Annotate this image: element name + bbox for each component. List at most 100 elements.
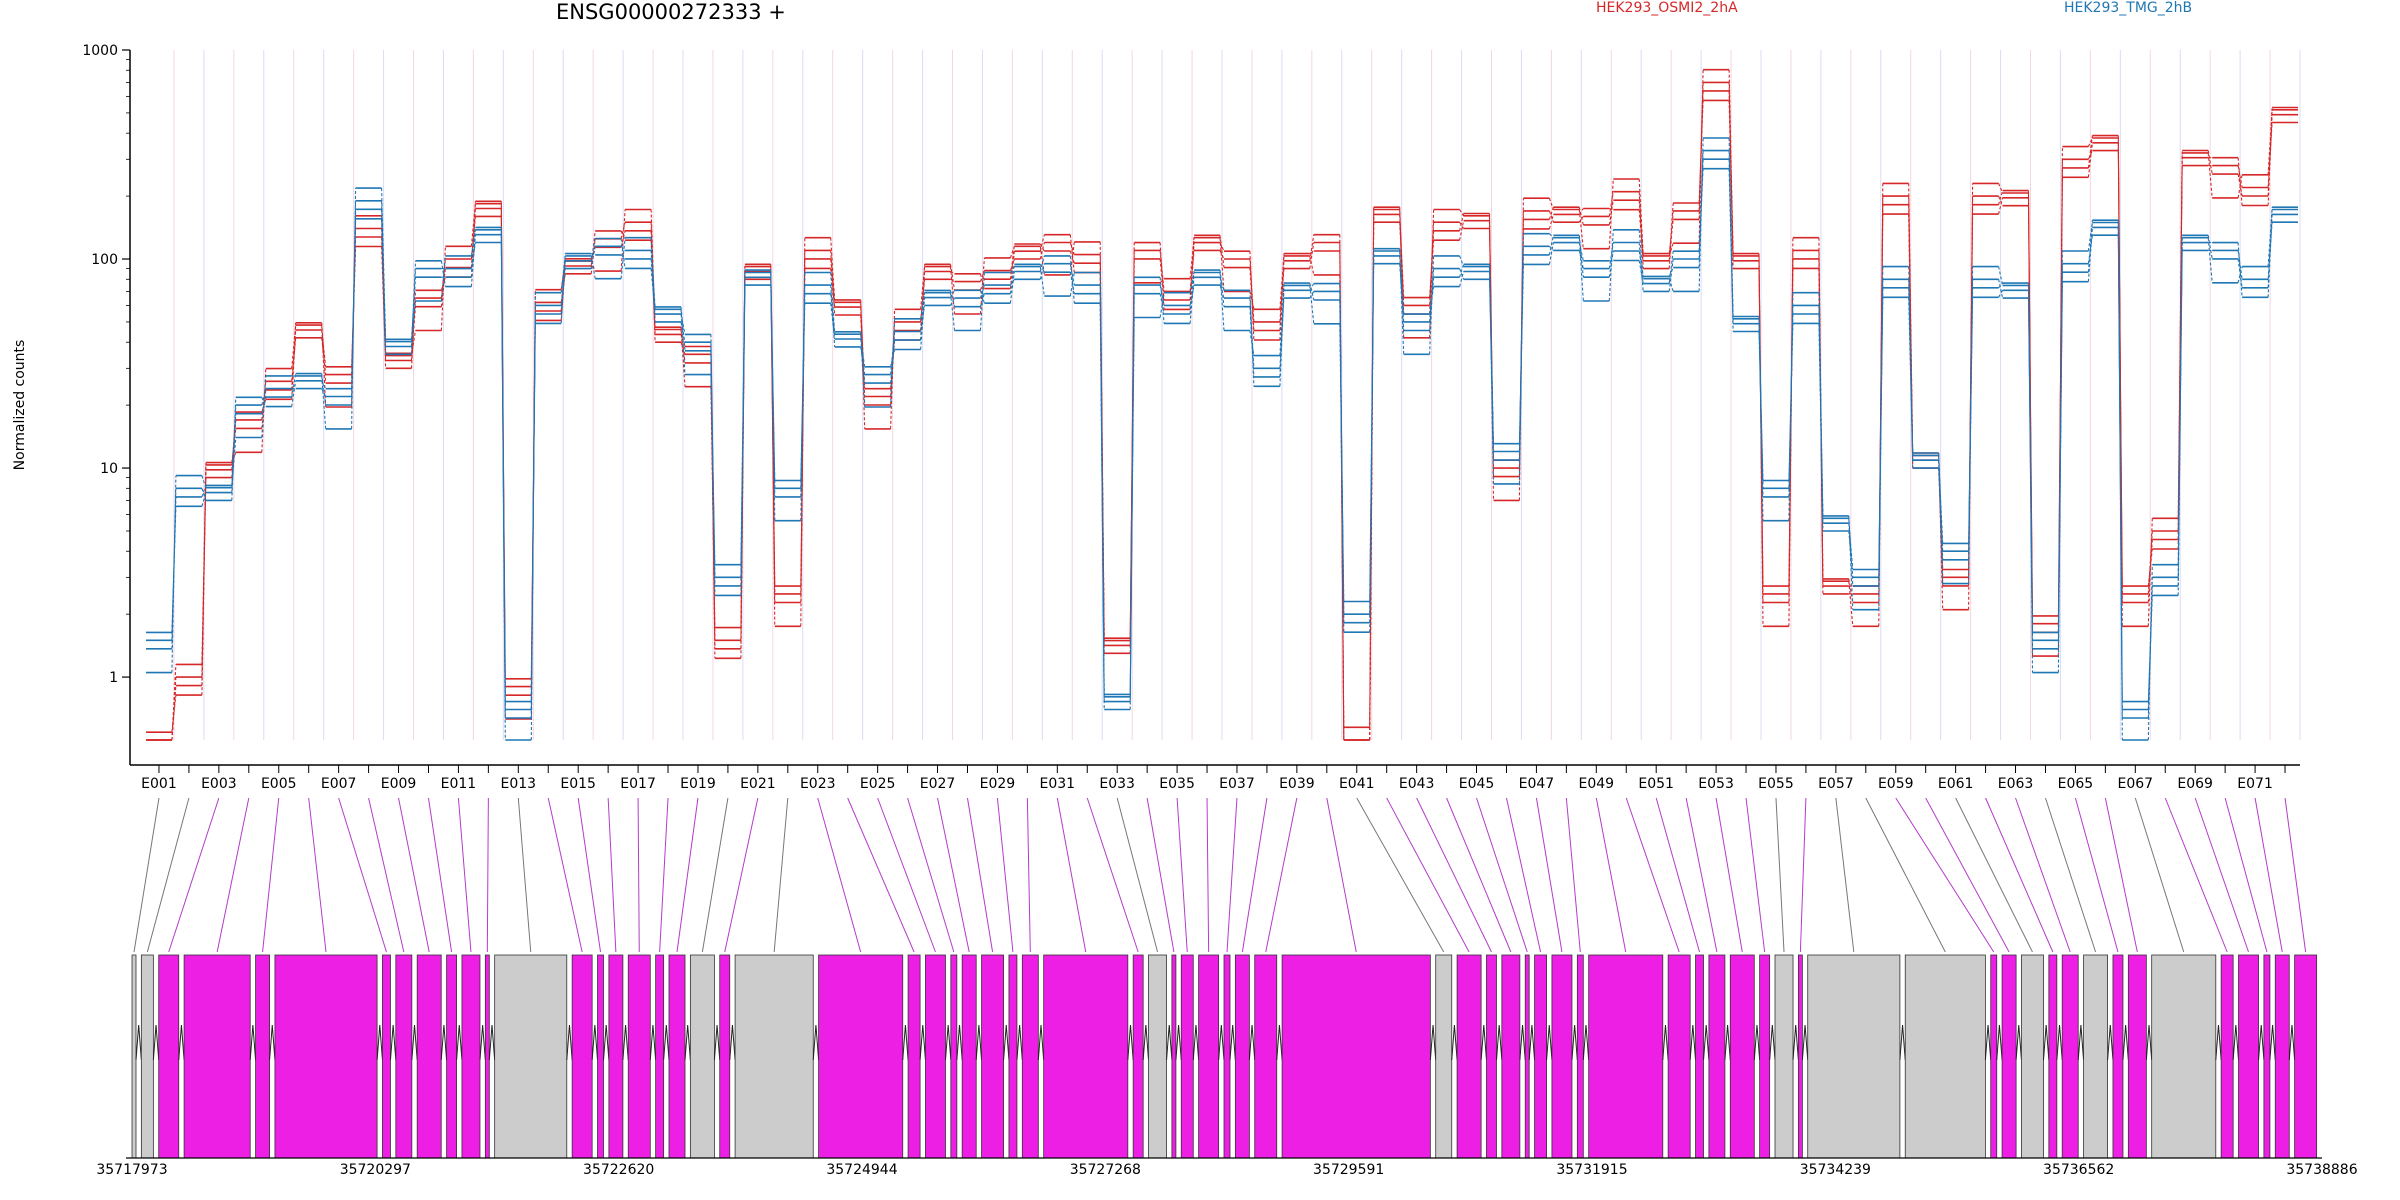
exon-connector (2044, 797, 2097, 953)
intron-line (376, 1024, 383, 1061)
exon-block (2151, 954, 2217, 1159)
intron-line (1480, 1024, 1487, 1061)
exon-connector (2134, 797, 2185, 953)
exon-block (1148, 954, 1167, 1159)
intron-line (2288, 1024, 2296, 1061)
exon-block (395, 954, 413, 1159)
exon-connector (1535, 797, 1563, 953)
genome-tick-label: 35736562 (2043, 1162, 2114, 1178)
intron-line (249, 1024, 257, 1061)
exon-connector (1206, 797, 1210, 953)
intron-line (1229, 1024, 1236, 1061)
exon-connector (1565, 797, 1581, 953)
intron-line (1792, 1024, 1799, 1061)
intron-line (1546, 1024, 1553, 1061)
exon-block (668, 954, 686, 1159)
axes (129, 50, 2300, 766)
gene-model (126, 954, 2322, 1159)
intron-line (488, 1024, 496, 1061)
exon-connector (1176, 797, 1188, 953)
exon-connector (398, 797, 430, 953)
intron-line (944, 1024, 952, 1061)
exon-block (627, 954, 651, 1159)
intron-line (1996, 1024, 2003, 1061)
exon-block (1807, 954, 1901, 1159)
exon-connector (724, 797, 759, 953)
exon-connector (262, 797, 280, 953)
intron-line (2042, 1024, 2050, 1061)
exon-connector (338, 797, 387, 953)
exon-connector (1116, 797, 1159, 953)
exon-connector (2164, 797, 2228, 953)
exon-connector (907, 797, 955, 953)
x-tick-label: E007 (321, 776, 357, 792)
x-tick-label: E049 (1579, 776, 1615, 792)
intron-line (603, 1024, 610, 1061)
exon-block (382, 954, 391, 1159)
intron-line (135, 1024, 142, 1061)
exon-block (1534, 954, 1547, 1159)
x-tick-label: E015 (560, 776, 596, 792)
exon-block (131, 954, 137, 1159)
x-tick-label: E053 (1698, 776, 1734, 792)
intron-line (1899, 1024, 1906, 1061)
intron-line (713, 1024, 721, 1061)
exon-block (2021, 954, 2044, 1159)
x-tick-label: E057 (1818, 776, 1854, 792)
x-tick-label: E039 (1279, 776, 1315, 792)
intron-line (2122, 1024, 2129, 1061)
exon-block (1435, 954, 1453, 1159)
legend-item-osmi2: HEK293_OSMI2_2hA (1596, 0, 1738, 16)
exon-connector (637, 797, 640, 953)
exon-connector (1476, 797, 1528, 953)
exon-connector (168, 797, 220, 953)
intron-line (1571, 1024, 1578, 1061)
intron-line (1175, 1024, 1182, 1061)
intron-line (152, 1024, 160, 1061)
exon-connector (1446, 797, 1512, 953)
exon-block (446, 954, 457, 1159)
exon-connector (2074, 797, 2119, 953)
exon-connector (1265, 797, 1298, 953)
exon-connector (1505, 797, 1542, 953)
intron-line (1769, 1024, 1776, 1061)
intron-line (389, 1024, 397, 1061)
intron-line (2258, 1024, 2265, 1061)
exon-connector (133, 797, 160, 953)
exon-block (494, 954, 568, 1159)
y-tick-label: 1 (109, 670, 118, 686)
exon-block (1180, 954, 1194, 1159)
exon-block (1132, 954, 1144, 1159)
intron-line (2077, 1024, 2085, 1061)
exon-block (597, 954, 604, 1159)
exon-connector (427, 797, 453, 953)
intron-line (663, 1024, 670, 1061)
series-lines (146, 68, 2298, 741)
exon-block (2274, 954, 2290, 1159)
y-tick-label: 10 (100, 461, 118, 477)
exon-block (689, 954, 715, 1159)
exon-connector (1241, 797, 1268, 953)
intron-line (566, 1024, 573, 1061)
exon-connector (773, 797, 789, 953)
intron-line (2145, 1024, 2153, 1061)
intron-line (591, 1024, 599, 1061)
exon-block (1729, 954, 1755, 1159)
intron-line (1037, 1024, 1045, 1061)
y-tick-label: 100 (91, 252, 118, 268)
x-tick-label: E005 (261, 776, 297, 792)
exon-connector (1386, 797, 1470, 953)
exon-block (1797, 954, 1803, 1159)
intron-line (1689, 1024, 1697, 1061)
x-tick-label: E021 (740, 776, 776, 792)
exon-block (1254, 954, 1278, 1159)
x-tick-label: E011 (441, 776, 477, 792)
x-tick-label: E027 (920, 776, 956, 792)
exon-connector (486, 797, 489, 953)
x-tick-label: E061 (1938, 776, 1974, 792)
exon-block (925, 954, 946, 1159)
intron-line (1801, 1024, 1809, 1061)
exon-block (1198, 954, 1220, 1159)
exon-connectors (133, 797, 2307, 953)
exon-connector (676, 797, 699, 953)
